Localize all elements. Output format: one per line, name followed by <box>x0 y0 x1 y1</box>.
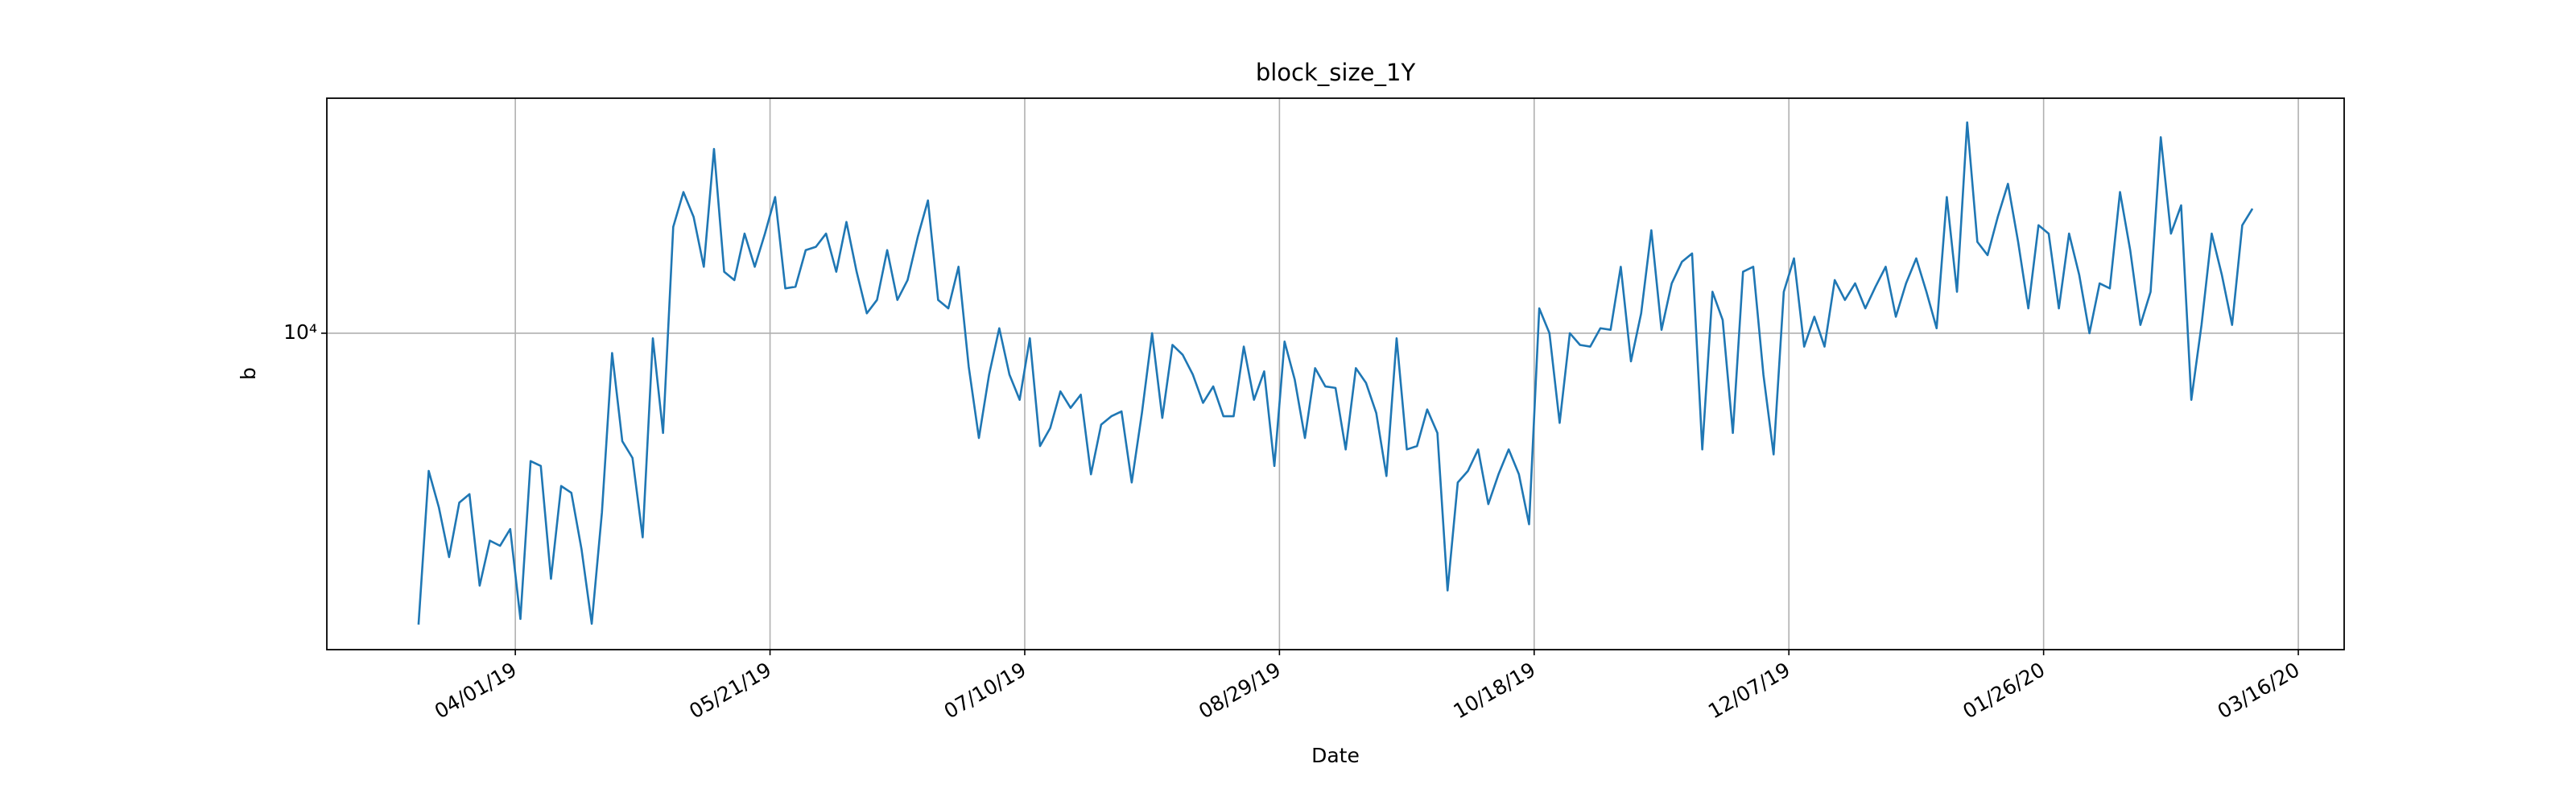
x-tick-label: 12/07/19 <box>1704 658 1794 723</box>
chart-title: block_size_1Y <box>1256 59 1416 86</box>
data-line <box>417 121 2254 625</box>
x-tick-label: 03/16/20 <box>2214 658 2304 723</box>
x-tick-label: 05/21/19 <box>685 658 775 723</box>
x-tick-label: 08/29/19 <box>1195 658 1285 723</box>
y-tick-label: 10⁴ <box>283 320 317 344</box>
x-tick-label: 10/18/19 <box>1450 658 1540 723</box>
x-tick-label: 04/01/19 <box>431 658 521 723</box>
plot-frame <box>326 97 2345 650</box>
x-axis-label: Date <box>1311 744 1360 767</box>
y-axis-label: b <box>237 367 260 380</box>
x-tick-label: 07/10/19 <box>940 658 1030 723</box>
x-tick-label: 01/26/20 <box>1959 658 2049 723</box>
